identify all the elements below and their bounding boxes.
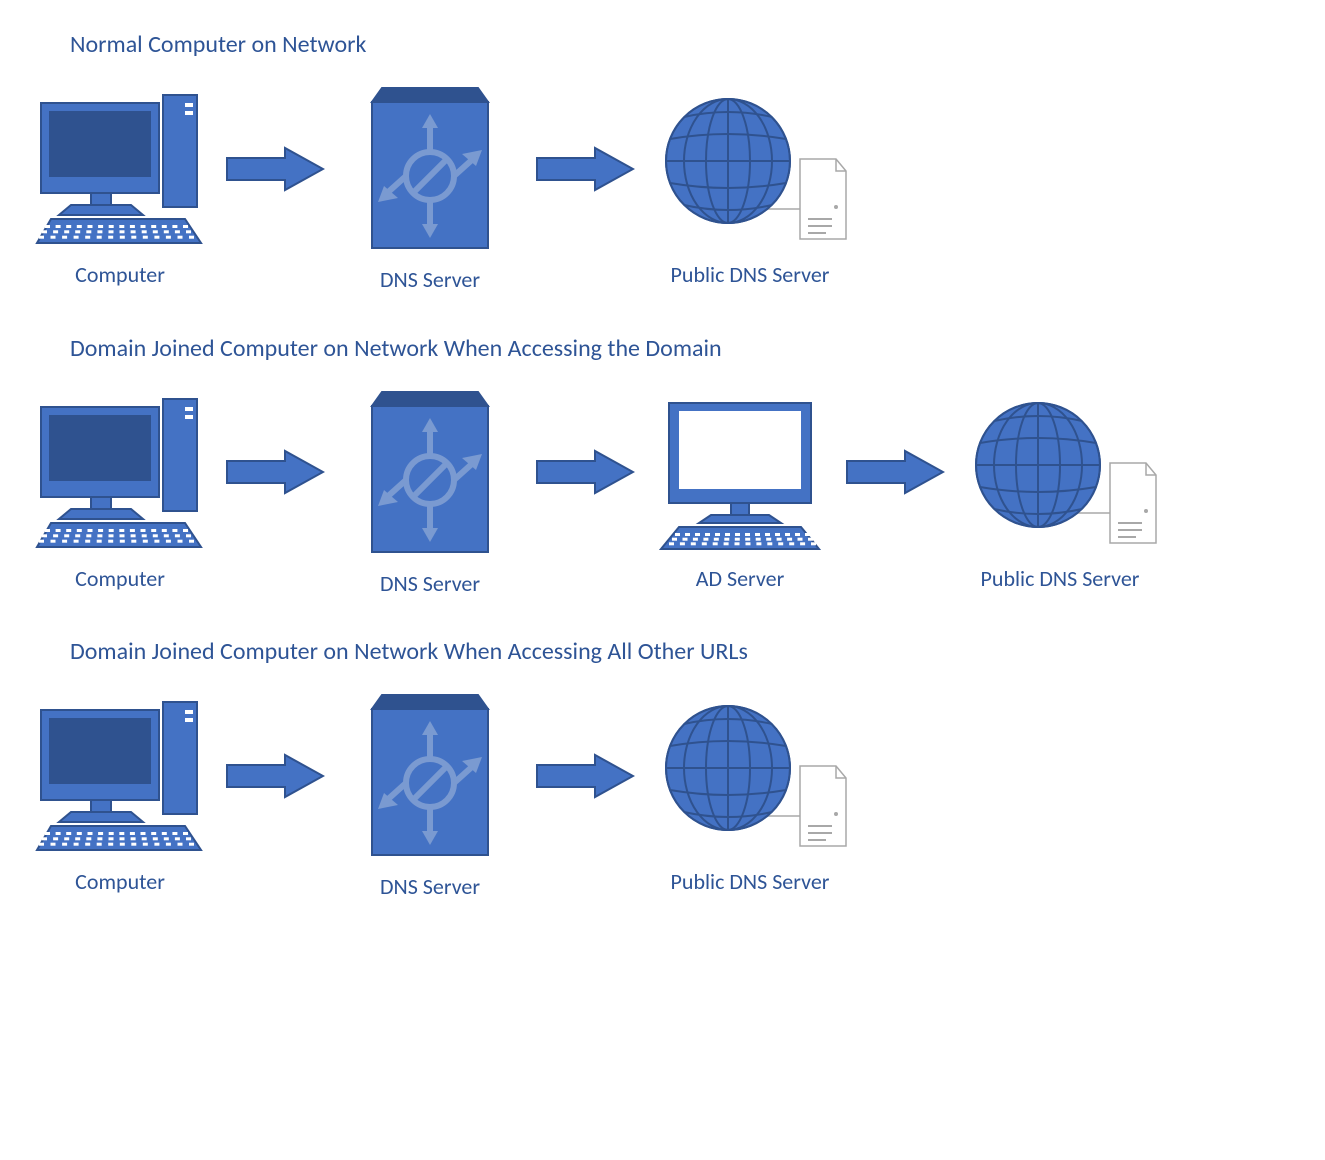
dns-icon: [360, 388, 500, 558]
computer-node: Computer: [30, 89, 210, 289]
arrow-icon: [225, 449, 325, 495]
flow-arrow: [220, 412, 330, 572]
node-label: DNS Server: [380, 873, 480, 901]
computer-node: Computer: [30, 696, 210, 896]
flow-arrow: [530, 716, 640, 876]
arrow-icon: [225, 146, 325, 192]
dns-node: DNS Server: [340, 691, 520, 901]
dns-server-icon: [360, 388, 500, 558]
node-label: DNS Server: [380, 570, 480, 598]
node-label: Public DNS Server: [671, 868, 830, 896]
computer-icon: [35, 393, 205, 553]
public-dns-icon: [960, 393, 1160, 553]
ad-server-icon: [655, 393, 825, 553]
arrow-icon: [535, 449, 635, 495]
node-label: Public DNS Server: [671, 261, 830, 289]
public-dns-icon: [960, 393, 1160, 553]
arrow-icon: [225, 753, 325, 799]
diagram-section: Normal Computer on Network Computer: [30, 30, 1295, 294]
diagram-row: Computer DNS Server: [30, 691, 1295, 901]
flow-arrow: [530, 109, 640, 269]
dns-icon: [360, 691, 500, 861]
dns-icon: [360, 84, 500, 254]
node-label: DNS Server: [380, 266, 480, 294]
flow-arrow: [220, 716, 330, 876]
node-label: Computer: [75, 261, 165, 289]
node-label: Computer: [75, 868, 165, 896]
computer-icon: [35, 696, 205, 856]
ad-server-node: AD Server: [650, 393, 830, 593]
arrow-icon: [535, 753, 635, 799]
computer-icon: [35, 696, 205, 856]
section-title: Domain Joined Computer on Network When A…: [70, 334, 1295, 363]
dns-server-icon: [360, 84, 500, 254]
section-title: Normal Computer on Network: [70, 30, 1295, 59]
public-dns-node: Public DNS Server: [960, 393, 1160, 593]
diagram-row: Computer DNS Server: [30, 388, 1295, 598]
flow-arrow: [220, 109, 330, 269]
computer-icon: [35, 89, 205, 249]
computer-icon: [35, 89, 205, 249]
computer-icon: [35, 393, 205, 553]
diagram-row: Computer DNS Server: [30, 84, 1295, 294]
node-label: AD Server: [696, 565, 785, 593]
public-dns-icon: [650, 696, 850, 856]
arrow-icon: [535, 146, 635, 192]
dns-node: DNS Server: [340, 388, 520, 598]
node-label: Public DNS Server: [981, 565, 1140, 593]
node-label: Computer: [75, 565, 165, 593]
diagram-section: Domain Joined Computer on Network When A…: [30, 334, 1295, 598]
section-title: Domain Joined Computer on Network When A…: [70, 637, 1295, 666]
dns-node: DNS Server: [340, 84, 520, 294]
public-dns-icon: [650, 696, 850, 856]
public-dns-icon: [650, 89, 850, 249]
public-dns-node: Public DNS Server: [650, 696, 850, 896]
flow-arrow: [840, 412, 950, 572]
dns-server-icon: [360, 691, 500, 861]
public-dns-node: Public DNS Server: [650, 89, 850, 289]
arrow-icon: [845, 449, 945, 495]
flow-arrow: [530, 412, 640, 572]
ad-server-icon: [655, 393, 825, 553]
public-dns-icon: [650, 89, 850, 249]
diagram-section: Domain Joined Computer on Network When A…: [30, 637, 1295, 901]
computer-node: Computer: [30, 393, 210, 593]
